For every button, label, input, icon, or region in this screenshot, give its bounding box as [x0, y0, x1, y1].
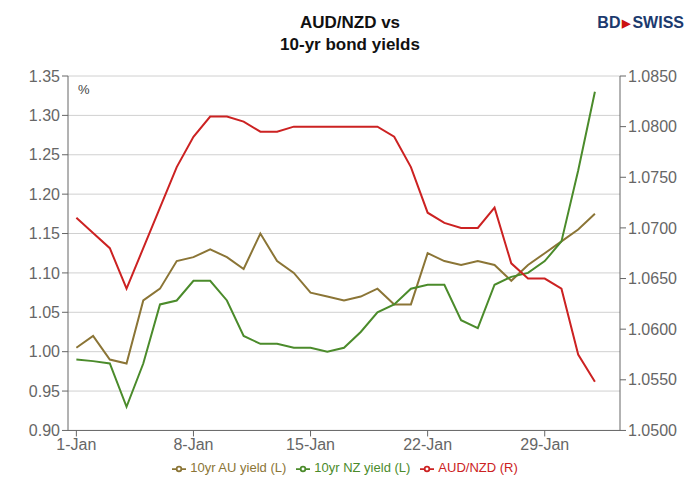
svg-text:1.0700: 1.0700 — [628, 220, 677, 237]
html-text:10-yr bond yields: 10-yr bond yields — [280, 35, 420, 54]
svg-text:1.0550: 1.0550 — [628, 371, 677, 388]
svg-text:1.15: 1.15 — [29, 225, 60, 242]
svg-text:1.25: 1.25 — [29, 146, 60, 163]
svg-text:1.10: 1.10 — [29, 265, 60, 282]
svg-text:22-Jan: 22-Jan — [403, 436, 452, 453]
html-text:AUD/NZD (R): AUD/NZD (R) — [438, 460, 518, 476]
svg-text:1.0750: 1.0750 — [628, 169, 677, 186]
svg-text:1.0600: 1.0600 — [628, 321, 677, 338]
svg-text:0.95: 0.95 — [29, 383, 60, 400]
svg-text:1.35: 1.35 — [29, 68, 60, 85]
html-text:10yr NZ yield (L): 10yr NZ yield (L) — [314, 460, 411, 476]
svg-text:1.0500: 1.0500 — [628, 422, 677, 439]
html-text:10yr AU yield (L): 10yr AU yield (L) — [190, 460, 287, 476]
svg-text:0.90: 0.90 — [29, 422, 60, 439]
html-text:BD▶SWISS: BD▶SWISS — [597, 14, 684, 31]
svg-text:1.20: 1.20 — [29, 186, 60, 203]
svg-text:1.00: 1.00 — [29, 343, 60, 360]
svg-text:1.30: 1.30 — [29, 107, 60, 124]
svg-text:15-Jan: 15-Jan — [286, 436, 335, 453]
svg-text:1.0850: 1.0850 — [628, 68, 677, 85]
svg-text:1.0800: 1.0800 — [628, 118, 677, 135]
svg-text:1-Jan: 1-Jan — [56, 436, 96, 453]
svg-text:8-Jan: 8-Jan — [173, 436, 213, 453]
svg-text:29-Jan: 29-Jan — [520, 436, 569, 453]
html-text:AUD/NZD vs: AUD/NZD vs — [299, 13, 401, 32]
svg-text:1.05: 1.05 — [29, 304, 60, 321]
svg-text:1.0650: 1.0650 — [628, 270, 677, 287]
